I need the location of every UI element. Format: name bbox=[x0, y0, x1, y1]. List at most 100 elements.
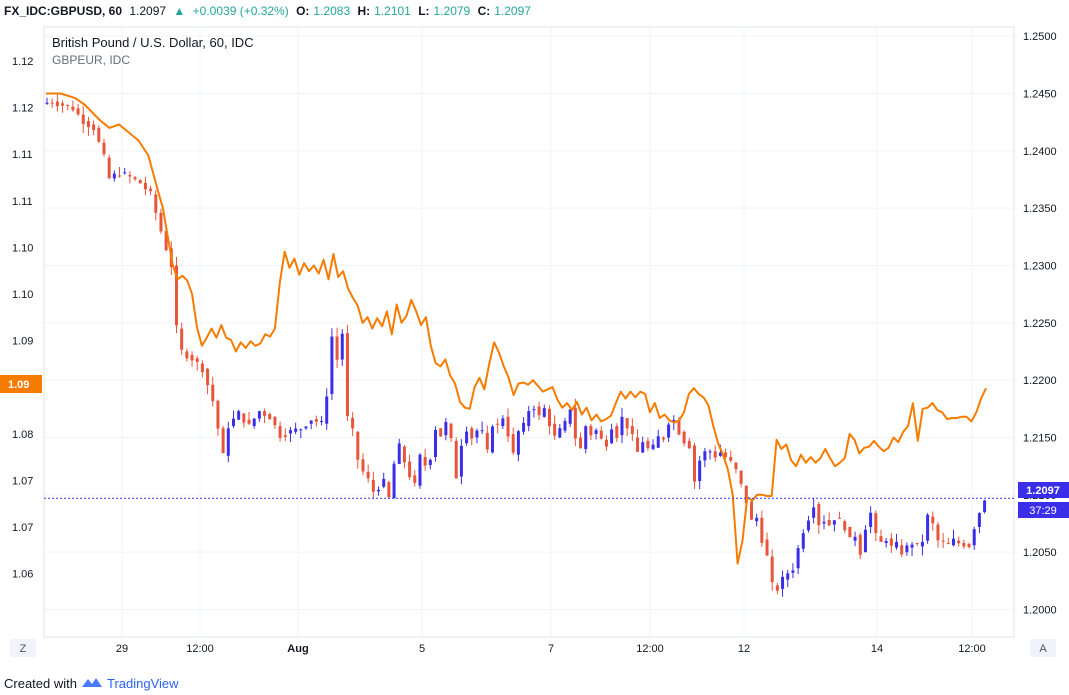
candle-body bbox=[946, 542, 950, 544]
candle-body bbox=[729, 456, 733, 461]
candle-body bbox=[465, 431, 469, 444]
candle-body bbox=[522, 422, 526, 432]
candle-body bbox=[340, 333, 344, 360]
candle-body bbox=[542, 408, 546, 417]
candle-body bbox=[418, 454, 422, 486]
candle-body bbox=[822, 521, 826, 524]
candle-body bbox=[957, 540, 961, 544]
candle-body bbox=[744, 485, 748, 504]
candle-body bbox=[402, 446, 406, 463]
candle-body bbox=[97, 127, 101, 142]
time-axis[interactable]: 29 12:00 Aug 5 7 12:00 12 14 12:00 bbox=[116, 643, 986, 655]
candle-body bbox=[579, 437, 583, 449]
candle-body bbox=[257, 411, 261, 419]
left-tick-label: 1.10 bbox=[12, 242, 33, 254]
candle-body bbox=[682, 431, 686, 444]
left-price-axis[interactable]: 1.121.121.111.111.101.101.091.081.081.07… bbox=[12, 56, 33, 581]
right-price-axis[interactable]: 1.2500 1.2450 1.2400 1.2350 1.2300 1.2250 1.22… bbox=[1023, 31, 1057, 616]
up-arrow-icon: ▲ bbox=[173, 4, 186, 18]
candle-body bbox=[661, 437, 665, 440]
candle-body bbox=[180, 328, 184, 350]
candle-body bbox=[708, 451, 712, 453]
high-value: 1.2101 bbox=[374, 4, 411, 18]
candle-body bbox=[221, 428, 225, 454]
plot-border bbox=[43, 26, 1015, 638]
candle-body bbox=[439, 428, 443, 437]
time-tick-label: 5 bbox=[419, 643, 425, 655]
candle-body bbox=[977, 513, 981, 527]
candle-body bbox=[490, 426, 494, 453]
timezone-label: Z bbox=[20, 643, 27, 655]
tradingview-link[interactable]: TradingView bbox=[106, 675, 179, 691]
candle-body bbox=[428, 459, 432, 466]
candle-body bbox=[863, 529, 867, 553]
candle-body bbox=[200, 363, 204, 373]
candle-body bbox=[532, 409, 536, 411]
auto-scale-button[interactable]: A bbox=[1030, 639, 1056, 657]
candle-body bbox=[972, 529, 976, 546]
candle-body bbox=[869, 512, 873, 527]
low-value: 1.2079 bbox=[433, 4, 471, 18]
footer: Created with TradingView bbox=[4, 674, 179, 692]
candle-body bbox=[459, 445, 463, 477]
candle-body bbox=[553, 423, 557, 436]
right-tick-label: 1.2200 bbox=[1023, 375, 1057, 387]
candle-body bbox=[858, 534, 862, 555]
candle-body bbox=[86, 121, 90, 128]
last-price-badge-text: 1.2097 bbox=[1026, 485, 1060, 497]
candle-body bbox=[138, 180, 142, 184]
candle-body bbox=[81, 114, 85, 125]
right-tick-label: 1.2500 bbox=[1023, 31, 1057, 43]
candle-body bbox=[516, 431, 520, 455]
high-label: H: bbox=[357, 4, 371, 18]
left-axis-badge: 1.09 bbox=[0, 375, 42, 393]
candle-body bbox=[755, 517, 759, 522]
candle-body bbox=[211, 384, 215, 402]
left-tick-label: 1.12 bbox=[12, 56, 33, 68]
candle-body bbox=[288, 430, 292, 434]
candle-body bbox=[444, 422, 448, 436]
candle-body bbox=[838, 517, 842, 519]
price-chart[interactable]: 1.2500 1.2450 1.2400 1.2350 1.2300 1.2250 1.22… bbox=[0, 24, 1069, 664]
candle-body bbox=[853, 536, 857, 541]
time-tick-label: 7 bbox=[548, 643, 554, 655]
timezone-button[interactable]: Z bbox=[10, 639, 36, 657]
candle-body bbox=[558, 428, 562, 438]
candle-body bbox=[309, 420, 313, 424]
candle-body bbox=[967, 544, 971, 548]
right-tick-label: 1.2350 bbox=[1023, 203, 1057, 215]
right-tick-label: 1.2250 bbox=[1023, 318, 1057, 330]
candle-body bbox=[413, 475, 417, 483]
candle-body bbox=[55, 101, 59, 107]
candle-body bbox=[693, 445, 696, 482]
candle-body bbox=[71, 106, 75, 111]
candle-body bbox=[371, 479, 375, 492]
candle-body bbox=[604, 439, 608, 447]
candle-body bbox=[195, 358, 199, 362]
candle-body bbox=[983, 500, 987, 513]
open-value: 1.2083 bbox=[313, 4, 351, 18]
candle-body bbox=[76, 108, 80, 115]
time-tick-label: 29 bbox=[116, 643, 128, 655]
candle-body bbox=[242, 413, 246, 423]
candle-body bbox=[848, 526, 852, 538]
candle-body bbox=[889, 538, 893, 546]
candle-body bbox=[734, 462, 738, 470]
candle-body bbox=[143, 182, 147, 190]
left-tick-label: 1.08 bbox=[12, 429, 33, 441]
candle-body bbox=[656, 436, 660, 448]
candle-body bbox=[537, 406, 541, 416]
candle-body bbox=[843, 521, 847, 531]
left-tick-label: 1.07 bbox=[12, 522, 33, 534]
tradingview-logo-icon[interactable] bbox=[81, 676, 103, 691]
price-change: +0.0039 (+0.32%) bbox=[192, 4, 289, 18]
chart-area[interactable]: 1.2500 1.2450 1.2400 1.2350 1.2300 1.2250 1.22… bbox=[0, 24, 1069, 664]
symbol-title: FX_IDC:GBPUSD, 60 bbox=[4, 4, 123, 18]
candle-body bbox=[190, 354, 194, 361]
created-with-text: Created with bbox=[4, 675, 77, 691]
candle-body bbox=[511, 434, 515, 453]
candle-body bbox=[387, 482, 391, 498]
candle-body bbox=[506, 416, 510, 437]
candle-body bbox=[832, 520, 836, 525]
candle-body bbox=[470, 428, 474, 439]
